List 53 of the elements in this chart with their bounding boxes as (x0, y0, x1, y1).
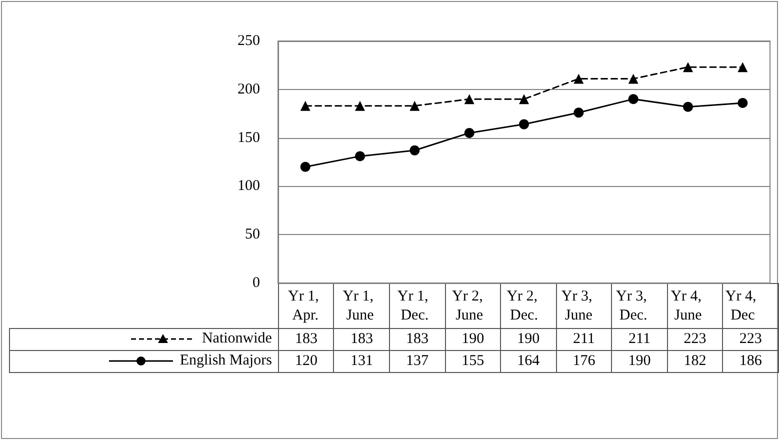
data-label: 155 (445, 350, 501, 372)
point (738, 98, 748, 108)
data-label: 137 (390, 350, 446, 372)
data-label: 183 (390, 328, 446, 350)
point (355, 151, 365, 162)
point (574, 74, 584, 84)
point (464, 128, 474, 138)
data-label: 120 (278, 350, 334, 372)
data-label: 164 (500, 350, 556, 372)
x-tick-label: Yr 4, Dec (725, 288, 760, 324)
data-label: 190 (612, 350, 668, 372)
data-label: 223 (667, 328, 723, 350)
x-tick-label: Yr 3, June (561, 288, 596, 324)
y-tick-label: 100 (238, 178, 260, 194)
data-label: 182 (667, 350, 723, 372)
x-tick-label: Yr 1, June (342, 288, 378, 324)
point (683, 62, 693, 72)
legend-label: Nationwide (202, 330, 272, 346)
y-tick-label: 150 (238, 130, 260, 146)
y-tick-label: 200 (238, 81, 260, 98)
point (519, 119, 529, 130)
point (683, 102, 693, 112)
y-tick-label: 0 (252, 275, 260, 291)
data-label: 176 (556, 350, 612, 372)
data-label: 223 (722, 328, 778, 350)
y-tick-label: 250 (238, 33, 260, 49)
data-label: 190 (445, 328, 501, 350)
point (628, 74, 638, 84)
y-tick-label: 50 (245, 226, 260, 243)
x-tick-label: Yr 1, Dec. (397, 288, 432, 324)
point (410, 145, 420, 156)
data-label: 183 (334, 328, 390, 350)
data-label: 211 (556, 328, 612, 350)
point (300, 162, 310, 172)
point (738, 62, 748, 72)
x-tick-label: Yr 1, Apr. (288, 288, 323, 324)
legend-label: English Majors (180, 352, 272, 368)
point (300, 100, 310, 111)
point (519, 94, 529, 104)
point (410, 100, 420, 111)
x-tick-label: Yr 2, June (452, 288, 487, 324)
point (355, 100, 365, 111)
x-tick-label: Yr 3, Dec. (616, 288, 651, 324)
data-label: 211 (612, 328, 668, 350)
data-label: 183 (278, 328, 334, 350)
point (574, 108, 584, 118)
x-tick-label: Yr 4, June (670, 288, 706, 324)
data-label: 186 (722, 350, 778, 372)
x-tick-label: Yr 2, Dec. (506, 288, 542, 324)
data-label: 190 (500, 328, 556, 350)
point (628, 94, 638, 104)
data-label: 131 (334, 350, 390, 372)
point (464, 94, 474, 104)
